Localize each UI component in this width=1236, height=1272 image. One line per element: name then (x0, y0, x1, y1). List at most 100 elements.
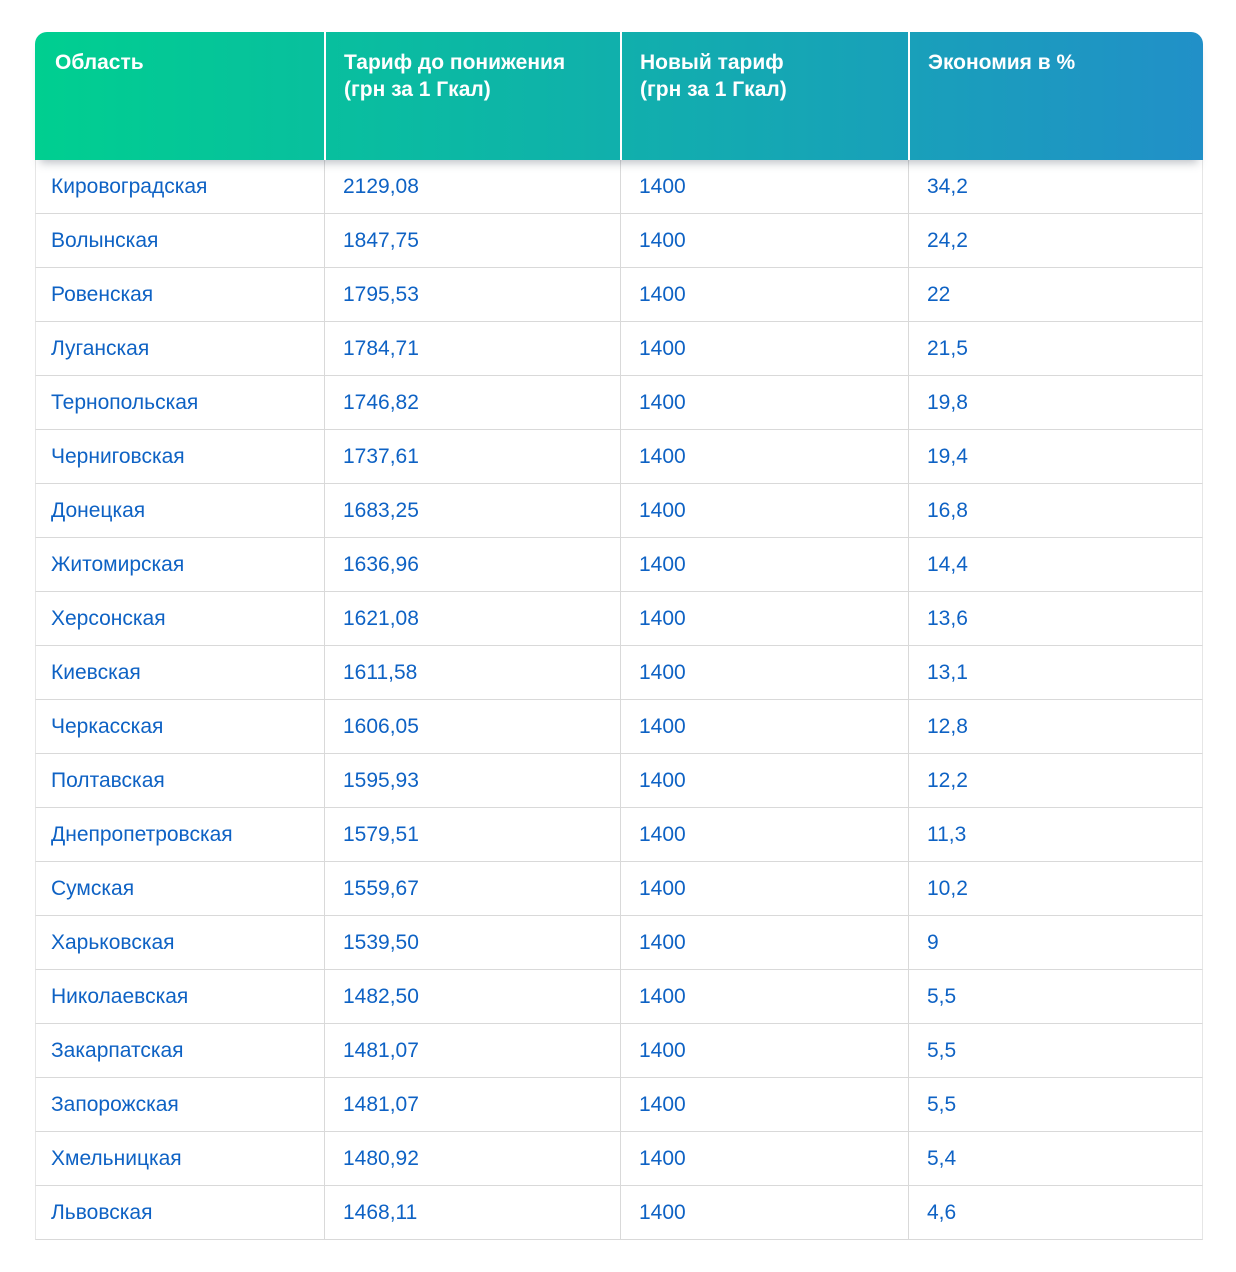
new-tariff-cell: 1400 (620, 376, 908, 430)
old-tariff-cell: 1539,50 (324, 916, 620, 970)
table-row: Черниговская 1737,61 1400 19,4 (35, 430, 1203, 484)
column-header-region: Область (55, 51, 144, 74)
region-cell: Сумская (35, 862, 324, 916)
region-cell: Закарпатская (35, 1024, 324, 1078)
new-tariff-cell: 1400 (620, 646, 908, 700)
old-tariff-cell: 1636,96 (324, 538, 620, 592)
table-row: Сумская 1559,67 1400 10,2 (35, 862, 1203, 916)
new-tariff-cell: 1400 (620, 1186, 908, 1240)
old-tariff-cell: 1468,11 (324, 1186, 620, 1240)
old-tariff-cell: 1784,71 (324, 322, 620, 376)
new-tariff-cell: 1400 (620, 160, 908, 214)
new-tariff-cell: 1400 (620, 916, 908, 970)
table-row: Хмельницкая 1480,92 1400 5,4 (35, 1132, 1203, 1186)
old-tariff-cell: 1621,08 (324, 592, 620, 646)
region-cell: Киевская (35, 646, 324, 700)
savings-cell: 19,8 (908, 376, 1203, 430)
old-tariff-cell: 2129,08 (324, 160, 620, 214)
savings-cell: 24,2 (908, 214, 1203, 268)
region-cell: Харьковская (35, 916, 324, 970)
new-tariff-cell: 1400 (620, 268, 908, 322)
column-header-old-tariff: Тариф до понижения (грн за 1 Гкал) (324, 32, 620, 160)
new-tariff-cell: 1400 (620, 1132, 908, 1186)
old-tariff-cell: 1482,50 (324, 970, 620, 1024)
savings-cell: 11,3 (908, 808, 1203, 862)
table-row: Николаевская 1482,50 1400 5,5 (35, 970, 1203, 1024)
savings-cell: 19,4 (908, 430, 1203, 484)
table-row: Днепропетровская 1579,51 1400 11,3 (35, 808, 1203, 862)
table-row: Запорожская 1481,07 1400 5,5 (35, 1078, 1203, 1132)
new-tariff-cell: 1400 (620, 862, 908, 916)
table-header: Область Тариф до понижения (грн за 1 Гка… (35, 32, 1203, 160)
savings-cell: 13,1 (908, 646, 1203, 700)
new-tariff-cell: 1400 (620, 1024, 908, 1078)
region-cell: Херсонская (35, 592, 324, 646)
region-cell: Львовская (35, 1186, 324, 1240)
old-tariff-cell: 1481,07 (324, 1078, 620, 1132)
old-tariff-cell: 1737,61 (324, 430, 620, 484)
table-row: Тернопольская 1746,82 1400 19,8 (35, 376, 1203, 430)
table-row: Закарпатская 1481,07 1400 5,5 (35, 1024, 1203, 1078)
table-row: Ровенская 1795,53 1400 22 (35, 268, 1203, 322)
savings-cell: 9 (908, 916, 1203, 970)
old-tariff-cell: 1795,53 (324, 268, 620, 322)
region-cell: Житомирская (35, 538, 324, 592)
table-row: Черкасская 1606,05 1400 12,8 (35, 700, 1203, 754)
region-cell: Кировоградская (35, 160, 324, 214)
table-row: Луганская 1784,71 1400 21,5 (35, 322, 1203, 376)
table-row: Харьковская 1539,50 1400 9 (35, 916, 1203, 970)
old-tariff-cell: 1611,58 (324, 646, 620, 700)
new-tariff-cell: 1400 (620, 214, 908, 268)
new-tariff-cell: 1400 (620, 430, 908, 484)
column-header-savings: Экономия в % (908, 32, 1203, 160)
new-tariff-cell: 1400 (620, 754, 908, 808)
savings-cell: 13,6 (908, 592, 1203, 646)
old-tariff-cell: 1559,67 (324, 862, 620, 916)
new-tariff-cell: 1400 (620, 538, 908, 592)
table-row: Львовская 1468,11 1400 4,6 (35, 1186, 1203, 1240)
table-row: Кировоградская 2129,08 1400 34,2 (35, 160, 1203, 214)
old-tariff-cell: 1595,93 (324, 754, 620, 808)
savings-cell: 34,2 (908, 160, 1203, 214)
region-cell: Полтавская (35, 754, 324, 808)
region-cell: Хмельницкая (35, 1132, 324, 1186)
savings-cell: 4,6 (908, 1186, 1203, 1240)
region-cell: Днепропетровская (35, 808, 324, 862)
new-tariff-cell: 1400 (620, 322, 908, 376)
region-cell: Тернопольская (35, 376, 324, 430)
new-tariff-cell: 1400 (620, 484, 908, 538)
new-tariff-cell: 1400 (620, 1078, 908, 1132)
region-cell: Николаевская (35, 970, 324, 1024)
new-tariff-cell: 1400 (620, 700, 908, 754)
table-row: Херсонская 1621,08 1400 13,6 (35, 592, 1203, 646)
table-row: Полтавская 1595,93 1400 12,2 (35, 754, 1203, 808)
savings-cell: 16,8 (908, 484, 1203, 538)
savings-cell: 10,2 (908, 862, 1203, 916)
new-tariff-cell: 1400 (620, 970, 908, 1024)
old-tariff-cell: 1481,07 (324, 1024, 620, 1078)
savings-cell: 5,4 (908, 1132, 1203, 1186)
region-cell: Донецкая (35, 484, 324, 538)
new-tariff-cell: 1400 (620, 808, 908, 862)
region-cell: Ровенская (35, 268, 324, 322)
savings-cell: 5,5 (908, 970, 1203, 1024)
table-row: Волынская 1847,75 1400 24,2 (35, 214, 1203, 268)
old-tariff-cell: 1746,82 (324, 376, 620, 430)
column-header-new-tariff: Новый тариф (грн за 1 Гкал) (620, 32, 908, 160)
old-tariff-cell: 1579,51 (324, 808, 620, 862)
old-tariff-cell: 1683,25 (324, 484, 620, 538)
savings-cell: 12,8 (908, 700, 1203, 754)
savings-cell: 22 (908, 268, 1203, 322)
old-tariff-cell: 1606,05 (324, 700, 620, 754)
region-cell: Луганская (35, 322, 324, 376)
region-cell: Запорожская (35, 1078, 324, 1132)
savings-cell: 5,5 (908, 1024, 1203, 1078)
new-tariff-cell: 1400 (620, 592, 908, 646)
old-tariff-cell: 1847,75 (324, 214, 620, 268)
table-row: Донецкая 1683,25 1400 16,8 (35, 484, 1203, 538)
savings-cell: 12,2 (908, 754, 1203, 808)
region-cell: Волынская (35, 214, 324, 268)
region-cell: Черниговская (35, 430, 324, 484)
savings-cell: 14,4 (908, 538, 1203, 592)
old-tariff-cell: 1480,92 (324, 1132, 620, 1186)
